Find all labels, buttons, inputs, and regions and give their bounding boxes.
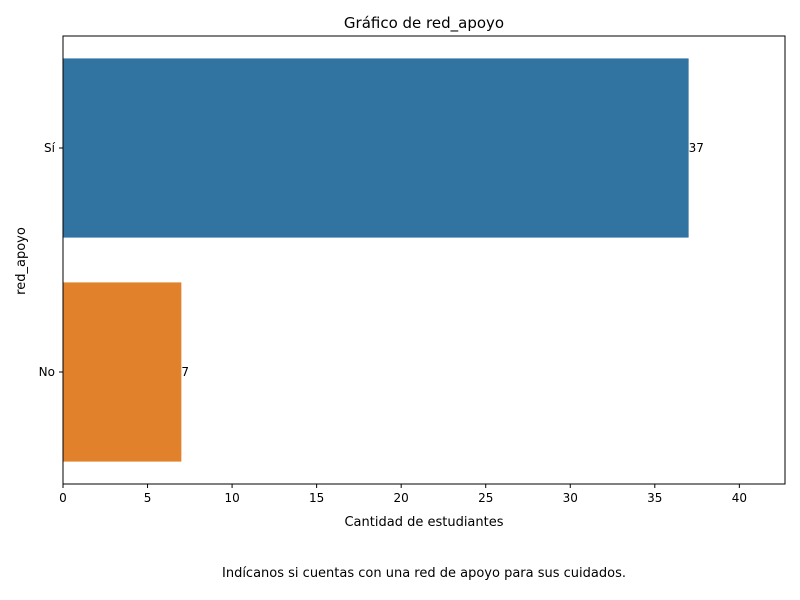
x-tick-label: 35 [647, 491, 662, 505]
x-tick-label: 5 [144, 491, 152, 505]
figure-caption: Indícanos si cuentas con una red de apoy… [222, 566, 626, 581]
x-tick-label: 25 [478, 491, 493, 505]
y-tick-label: Sí [44, 141, 56, 155]
chart-title: Gráfico de red_apoyo [344, 14, 504, 33]
bar [63, 282, 182, 462]
y-tick-label: No [39, 365, 55, 379]
x-tick-label: 20 [394, 491, 409, 505]
bar-value-label: 37 [689, 141, 704, 155]
x-tick-label: 15 [309, 491, 324, 505]
plot-frame [62, 35, 786, 485]
bar-value-label: 7 [181, 365, 189, 379]
x-tick-label: 40 [732, 491, 747, 505]
x-tick-label: 10 [224, 491, 239, 505]
x-tick-label: 30 [563, 491, 578, 505]
plot-area: 37 Sí 7 No 0 5 10 15 20 25 30 35 40 [39, 35, 786, 505]
y-axis-label: red_apoyo [14, 227, 29, 295]
bar [63, 58, 689, 238]
x-tick-label: 0 [59, 491, 67, 505]
x-axis-label: Cantidad de estudiantes [344, 515, 503, 530]
